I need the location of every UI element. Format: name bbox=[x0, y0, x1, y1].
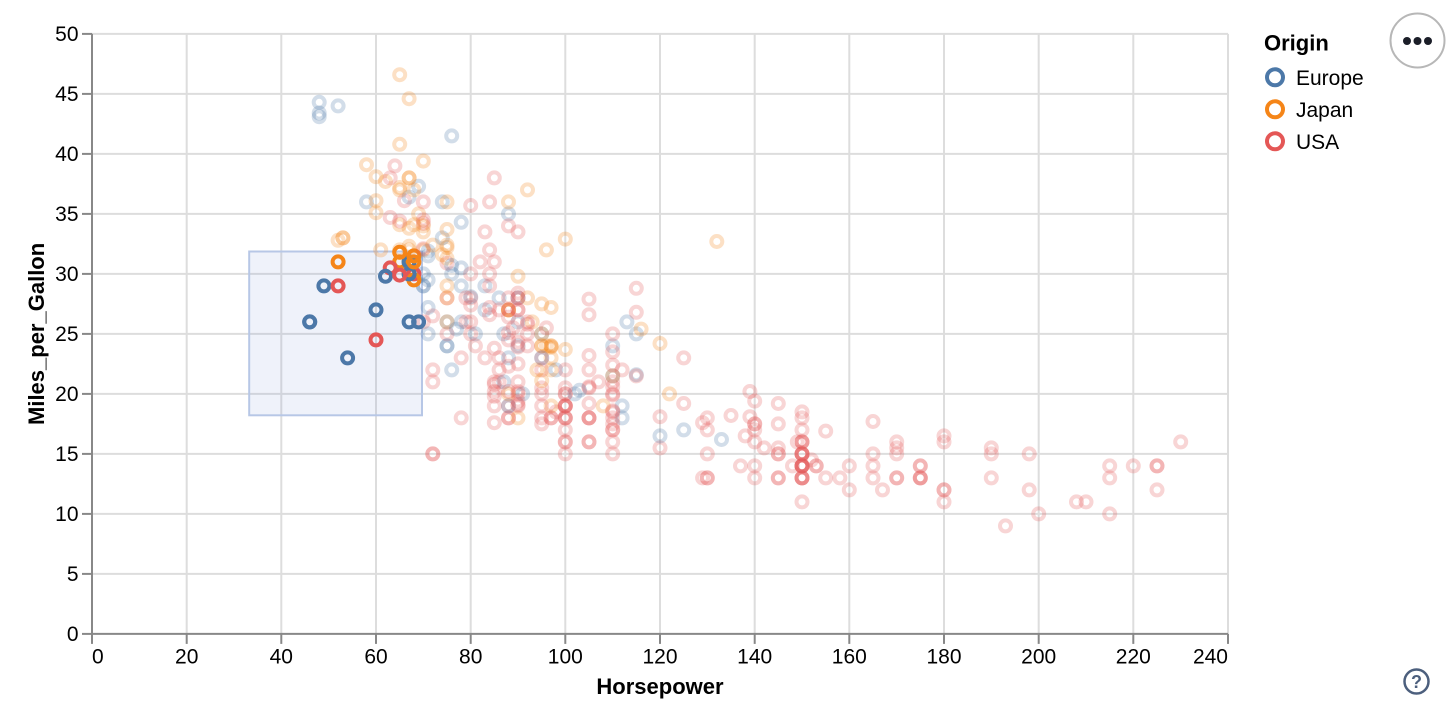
svg-text:Origin: Origin bbox=[1264, 30, 1329, 55]
svg-text:200: 200 bbox=[1021, 646, 1056, 669]
svg-text:80: 80 bbox=[459, 646, 482, 669]
svg-text:50: 50 bbox=[55, 23, 78, 46]
svg-text:USA: USA bbox=[1296, 131, 1339, 154]
svg-text:Europe: Europe bbox=[1296, 67, 1364, 90]
svg-text:15: 15 bbox=[55, 443, 78, 466]
svg-text:220: 220 bbox=[1116, 646, 1151, 669]
svg-text:?: ? bbox=[1411, 672, 1422, 692]
svg-text:10: 10 bbox=[55, 503, 78, 526]
svg-text:60: 60 bbox=[364, 646, 387, 669]
svg-text:120: 120 bbox=[642, 646, 677, 669]
svg-text:30: 30 bbox=[55, 263, 78, 286]
svg-text:45: 45 bbox=[55, 83, 78, 106]
svg-text:160: 160 bbox=[832, 646, 867, 669]
svg-text:20: 20 bbox=[55, 383, 78, 406]
svg-text:25: 25 bbox=[55, 323, 78, 346]
svg-text:Japan: Japan bbox=[1296, 99, 1353, 122]
svg-text:140: 140 bbox=[737, 646, 772, 669]
svg-text:0: 0 bbox=[67, 623, 79, 646]
svg-text:5: 5 bbox=[67, 563, 79, 586]
svg-text:35: 35 bbox=[55, 203, 78, 226]
svg-text:Horsepower: Horsepower bbox=[596, 674, 724, 699]
svg-text:180: 180 bbox=[926, 646, 961, 669]
svg-text:Miles_per_Gallon: Miles_per_Gallon bbox=[24, 243, 49, 425]
svg-text:100: 100 bbox=[548, 646, 583, 669]
svg-text:40: 40 bbox=[270, 646, 293, 669]
svg-text:40: 40 bbox=[55, 143, 78, 166]
svg-text:0: 0 bbox=[92, 646, 104, 669]
svg-text:20: 20 bbox=[175, 646, 198, 669]
svg-text:240: 240 bbox=[1193, 646, 1228, 669]
